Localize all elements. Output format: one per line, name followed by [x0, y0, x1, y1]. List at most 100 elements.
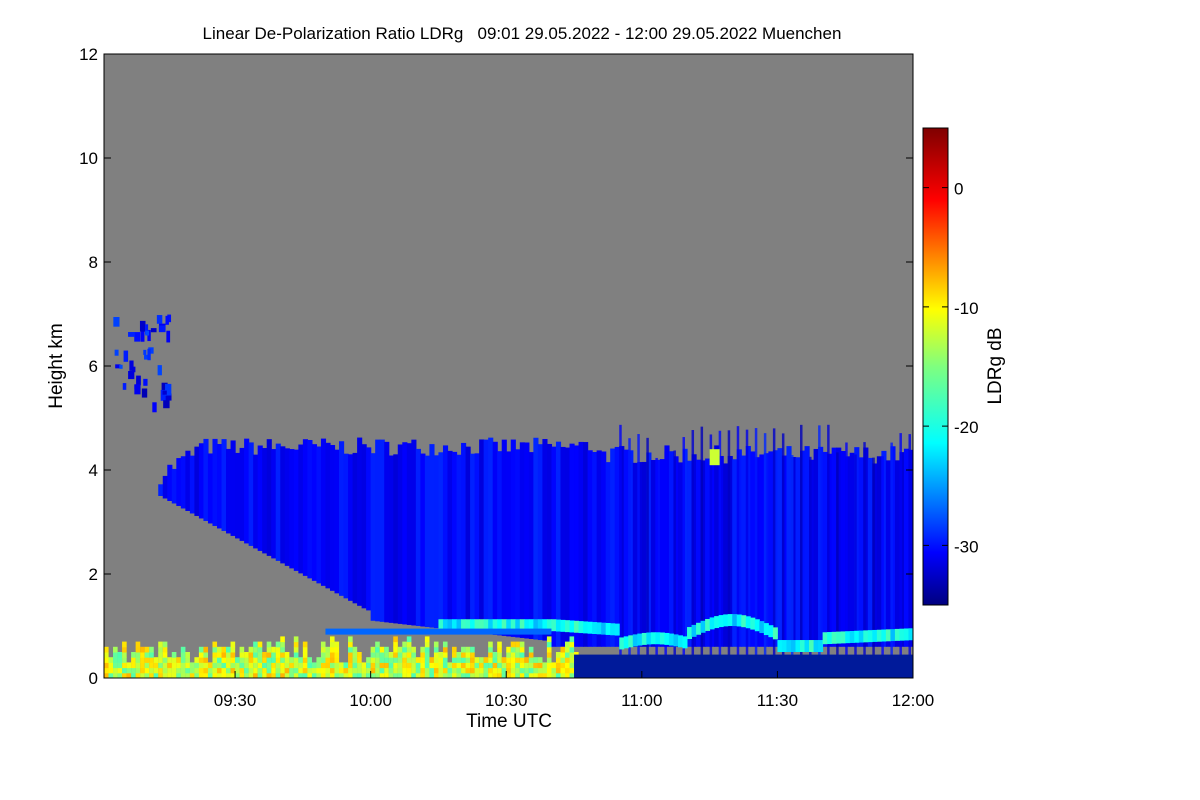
heat-cell-surface — [135, 641, 141, 648]
heat-cell-aerosol — [393, 454, 399, 624]
heat-cell-surface — [546, 641, 552, 648]
heat-cell-surface — [194, 662, 199, 669]
heat-cell-surface — [216, 667, 222, 674]
heat-cell-surface — [167, 657, 172, 663]
heat-cell-surface — [433, 662, 439, 669]
heat-cell-surface — [280, 652, 285, 658]
heat-cell-upper — [143, 378, 148, 386]
heat-cell-melting — [836, 631, 842, 644]
colorbar: 0 -10 -20 -30 LDRg dB — [922, 127, 1006, 606]
heat-cell-melting — [583, 621, 589, 634]
heat-cell-aerosol — [357, 437, 363, 606]
heat-cell-surface — [488, 662, 493, 669]
heat-cell-aerosol — [316, 446, 322, 584]
heat-cell-aerosol — [818, 446, 824, 647]
heat-cell-surface — [275, 662, 281, 669]
heat-cell-surface — [492, 662, 498, 669]
heat-cell-surface — [388, 667, 394, 674]
heat-cell-aerosol — [718, 455, 724, 647]
heat-cell-aerosol — [262, 448, 268, 554]
heat-cell-aerosol — [781, 455, 788, 647]
heat-cell-surface — [257, 667, 263, 674]
heat-cell-surface — [452, 662, 457, 669]
heat-cell-surface — [149, 652, 154, 658]
heat-cell-surface — [370, 652, 376, 658]
heat-cell-surface — [519, 672, 525, 678]
heat-cell-surface — [221, 646, 227, 653]
heat-cell-surface — [452, 672, 457, 678]
heat-cell-surface — [465, 646, 471, 653]
heat-cell-surface — [226, 667, 231, 674]
heat-cell-surface — [280, 662, 285, 669]
heat-cell-melting — [610, 623, 616, 636]
heat-cell-surface — [108, 657, 114, 663]
heat-cell-surface — [293, 662, 299, 669]
heat-cell-melting — [854, 630, 860, 643]
y-tick-label: 10 — [79, 149, 98, 168]
heat-cell-melting — [619, 637, 625, 650]
heat-cell-surface — [126, 667, 132, 674]
heat-cell-aerosol — [614, 446, 620, 647]
heat-cell-aerosol — [551, 446, 557, 647]
heat-cell-surface — [433, 657, 439, 663]
heat-cell-surface — [329, 652, 335, 658]
heat-cell-surface — [153, 657, 159, 663]
heat-cell-surface — [122, 667, 127, 674]
x-tick-label: 09:30 — [214, 691, 257, 710]
heat-cell-surface — [424, 646, 430, 653]
heat-cell-upper — [114, 349, 119, 356]
heat-cell-aerosol — [827, 453, 833, 647]
y-tick-label: 2 — [89, 565, 98, 584]
heat-cell-surface — [555, 667, 561, 674]
heat-cell-surface — [158, 657, 163, 663]
heat-cell-melting — [673, 634, 679, 647]
heat-cell-surface — [406, 667, 412, 674]
heat-cell-surface — [393, 662, 398, 669]
heat-cell-aerosol — [474, 453, 480, 633]
heat-cell-surface — [528, 667, 534, 674]
heat-cell-surface — [442, 672, 448, 678]
heat-cell-surface — [429, 672, 435, 678]
heat-cell-aerosol — [239, 447, 245, 541]
heat-cell-surface — [433, 672, 439, 678]
heat-cell-surface — [510, 667, 516, 674]
heat-cell-surface — [104, 672, 109, 678]
heat-cell-surface — [122, 652, 127, 658]
heat-cell-surface — [452, 652, 457, 658]
heat-cell-upper — [144, 354, 150, 360]
heat-cell-surface — [470, 662, 475, 669]
heat-streak — [718, 430, 722, 663]
heat-cell-surface — [433, 667, 439, 674]
heat-cell-aerosol — [194, 446, 200, 516]
heat-cell-melting — [736, 614, 742, 627]
heat-cell-surface — [275, 672, 281, 678]
heat-cell-melting — [741, 615, 747, 628]
heat-cell-melting — [732, 614, 738, 627]
heat-cell-surface — [140, 657, 145, 663]
heat-cell-surface — [153, 662, 159, 669]
heat-cell-surface — [162, 652, 168, 658]
heat-cell-surface — [307, 662, 312, 669]
heat-cell-melting — [542, 619, 548, 632]
heat-cell-surface — [216, 662, 222, 669]
heat-cell-surface — [470, 652, 475, 658]
heat-cell-aerosol — [650, 460, 656, 647]
heat-cell-upper — [115, 364, 121, 369]
heat-cell-surface — [461, 672, 466, 678]
heat-cell-melting — [818, 640, 824, 652]
heat-cell-surface — [275, 646, 281, 653]
heat-cell-surface — [162, 667, 168, 674]
heat-cell-aerosol — [366, 447, 372, 611]
heat-cell-surface — [329, 667, 335, 674]
heat-cell-aerosol — [790, 456, 797, 647]
heat-cell-melting — [592, 622, 598, 635]
heat-cell-surface — [546, 672, 552, 678]
y-axis-label: Height km — [46, 323, 67, 409]
heat-cell-surface — [406, 636, 412, 643]
heat-cell-melting — [533, 619, 539, 632]
heat-cell-upper — [113, 317, 120, 327]
heat-cell-surface — [162, 641, 168, 648]
heat-cell-surface — [284, 667, 290, 674]
heat-cell-aerosol — [596, 450, 602, 647]
heat-cell-aerosol — [867, 457, 873, 647]
